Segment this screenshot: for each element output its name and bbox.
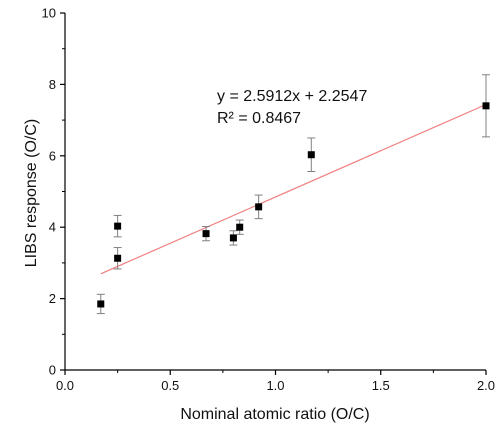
points-layer (96, 74, 490, 315)
x-tick-label: 1.0 (266, 378, 284, 393)
data-point (202, 230, 210, 238)
y-tick-label: 0 (49, 363, 56, 378)
data-point (482, 102, 490, 110)
data-point-group (229, 230, 238, 246)
data-point (97, 300, 105, 308)
data-point-group (482, 74, 490, 138)
fit-equation: y = 2.5912x + 2.2547 (217, 88, 367, 105)
fit-line-layer (100, 103, 487, 275)
data-point-group (254, 194, 263, 220)
data-point-group (96, 293, 105, 315)
data-point-group (113, 214, 122, 238)
y-axis-label: LIBS response (O/C) (23, 119, 40, 268)
x-axis-label: Nominal atomic ratio (O/C) (180, 406, 369, 423)
data-point-group (113, 247, 122, 270)
data-point-group (202, 225, 211, 242)
y-tick-label: 2 (49, 291, 56, 306)
y-tick-label: 8 (49, 77, 56, 92)
data-point (255, 203, 263, 211)
y-tick-label: 6 (49, 148, 56, 163)
y-tick-label: 10 (42, 6, 56, 21)
fit-line (100, 103, 487, 275)
y-tick-label: 4 (49, 220, 56, 235)
axes-layer: 0.0 0.5 1.0 1.5 2.0 0 2 4 6 8 10 (42, 6, 496, 394)
data-point-group (235, 219, 244, 235)
data-point (114, 254, 122, 262)
x-tick-label: 0.0 (56, 378, 74, 393)
x-tick-label: 1.5 (372, 378, 390, 393)
data-point-group (307, 137, 316, 173)
data-point (229, 234, 237, 242)
x-tick-label: 0.5 (161, 378, 179, 393)
data-point (114, 222, 122, 230)
fit-r-squared: R² = 0.8467 (217, 110, 301, 127)
x-tick-label: 2.0 (477, 378, 495, 393)
data-point (236, 223, 244, 231)
data-point (307, 151, 315, 159)
